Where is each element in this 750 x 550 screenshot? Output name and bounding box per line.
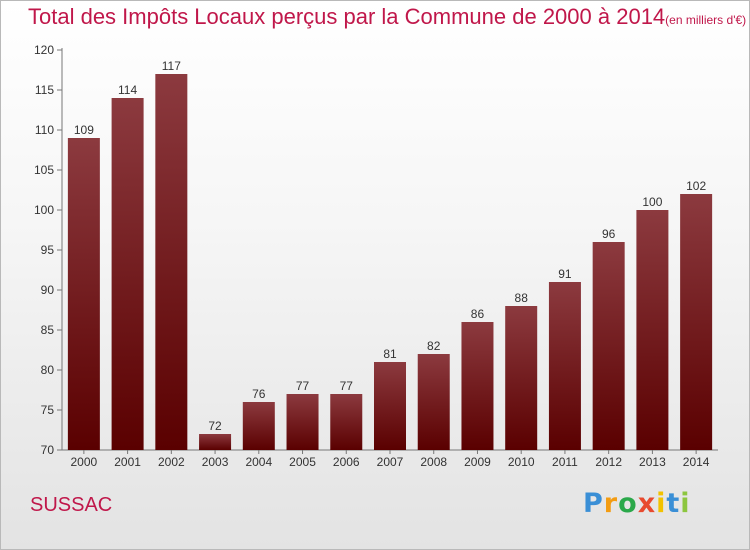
y-tick-label: 110 bbox=[35, 123, 54, 137]
bar-value-label: 72 bbox=[208, 419, 222, 433]
y-tick-label: 100 bbox=[34, 203, 54, 217]
x-tick-label: 2004 bbox=[245, 455, 272, 469]
y-tick-label: 105 bbox=[34, 163, 54, 177]
x-tick-label: 2000 bbox=[71, 455, 98, 469]
bar-value-label: 114 bbox=[118, 83, 137, 97]
bar bbox=[417, 354, 450, 450]
bar-value-label: 77 bbox=[340, 379, 354, 393]
bar bbox=[680, 194, 713, 450]
logo-letter: i bbox=[656, 488, 667, 519]
bar bbox=[67, 138, 100, 450]
bar-value-label: 82 bbox=[427, 339, 441, 353]
bar bbox=[242, 402, 275, 450]
bar bbox=[111, 98, 144, 450]
x-tick-label: 2003 bbox=[202, 455, 229, 469]
bar-value-label: 102 bbox=[686, 179, 706, 193]
bar-value-label: 109 bbox=[74, 123, 94, 137]
x-tick-label: 2001 bbox=[114, 455, 141, 469]
bar bbox=[155, 74, 188, 450]
y-tick-label: 85 bbox=[41, 323, 55, 337]
bar-value-label: 86 bbox=[471, 307, 485, 321]
bar bbox=[592, 242, 625, 450]
x-tick-label: 2013 bbox=[639, 455, 666, 469]
y-tick-label: 70 bbox=[41, 443, 55, 457]
x-tick-label: 2009 bbox=[464, 455, 491, 469]
unit-text: (en milliers d'€) bbox=[665, 13, 747, 27]
proxiti-logo: Proxiti bbox=[583, 488, 691, 519]
bar-value-label: 81 bbox=[383, 347, 397, 361]
x-tick-label: 2011 bbox=[552, 455, 578, 469]
commune-name: SUSSAC bbox=[30, 494, 113, 516]
x-tick-label: 2007 bbox=[377, 455, 404, 469]
bar-value-label: 91 bbox=[558, 267, 572, 281]
x-tick-label: 2010 bbox=[508, 455, 535, 469]
x-tick-label: 2008 bbox=[420, 455, 447, 469]
x-tick-label: 2005 bbox=[289, 455, 316, 469]
y-tick-label: 90 bbox=[41, 283, 55, 297]
logo-letter: i bbox=[680, 488, 691, 519]
logo-letter: t bbox=[666, 488, 681, 519]
bar bbox=[330, 394, 363, 450]
logo-letter: P bbox=[583, 488, 604, 519]
bar-value-label: 88 bbox=[515, 291, 529, 305]
y-tick-label: 95 bbox=[41, 243, 55, 257]
bar-value-label: 96 bbox=[602, 227, 616, 241]
bar bbox=[199, 434, 232, 450]
logo-letter: o bbox=[618, 488, 638, 519]
bar bbox=[286, 394, 319, 450]
y-tick-label: 120 bbox=[34, 43, 54, 57]
bar bbox=[548, 282, 581, 450]
logo-letter: x bbox=[637, 488, 657, 519]
y-tick-label: 75 bbox=[41, 403, 55, 417]
bar-value-label: 77 bbox=[296, 379, 310, 393]
bar bbox=[374, 362, 406, 450]
x-tick-label: 2014 bbox=[683, 455, 710, 469]
bar bbox=[636, 210, 669, 450]
bar-value-label: 100 bbox=[642, 195, 662, 209]
x-tick-label: 2006 bbox=[333, 455, 360, 469]
x-tick-label: 2002 bbox=[158, 455, 185, 469]
y-tick-label: 80 bbox=[41, 363, 55, 377]
bar-value-label: 117 bbox=[162, 59, 181, 73]
title-text: Total des Impôts Locaux perçus par la Co… bbox=[28, 4, 666, 29]
y-tick-label: 115 bbox=[35, 83, 54, 97]
bar bbox=[505, 306, 538, 450]
bar bbox=[461, 322, 494, 450]
logo-letter: r bbox=[603, 488, 619, 519]
bar-value-label: 76 bbox=[252, 387, 266, 401]
chart-title: Total des Impôts Locaux perçus par la Co… bbox=[28, 4, 746, 30]
x-tick-label: 2012 bbox=[595, 455, 622, 469]
